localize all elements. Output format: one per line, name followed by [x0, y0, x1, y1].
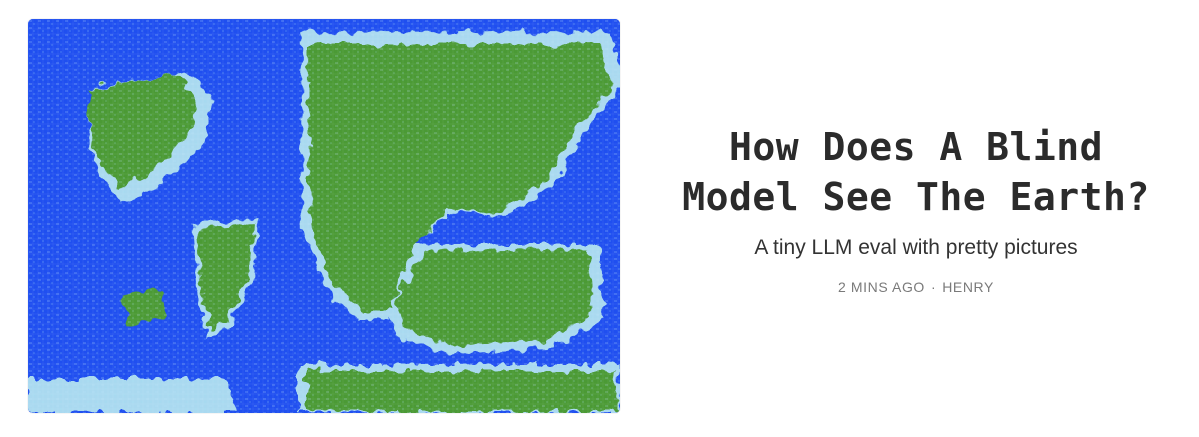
post-author[interactable]: HENRY	[942, 279, 994, 295]
post-title-line-1: How Does A Blind	[728, 125, 1104, 169]
world-map-image	[28, 19, 620, 413]
post-subtitle: A tiny LLM eval with pretty pictures	[754, 236, 1078, 259]
post-thumbnail[interactable]	[28, 19, 620, 413]
post-title-line-2: Model See The Earth?	[682, 175, 1150, 219]
post-timestamp: 2 MINS AGO	[838, 279, 925, 295]
post-meta: 2 MINS AGO · HENRY	[660, 278, 1172, 296]
post-title[interactable]: How Does A Blind Model See The Earth?	[660, 122, 1172, 222]
meta-separator: ·	[930, 279, 937, 295]
post-text: How Does A Blind Model See The Earth? A …	[660, 0, 1172, 437]
